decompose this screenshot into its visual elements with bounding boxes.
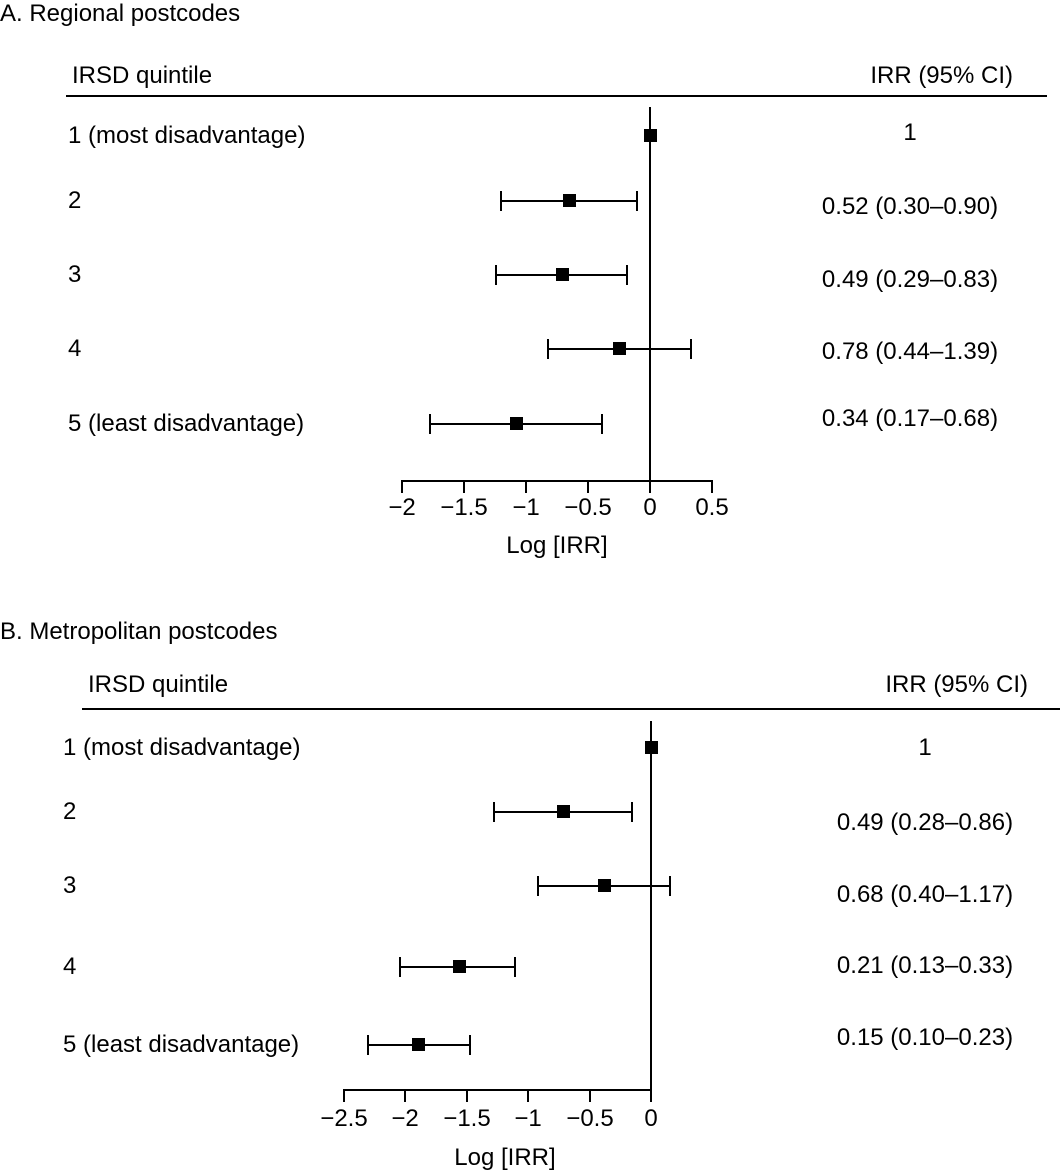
panel-b-x-axis-tick: [404, 1089, 406, 1102]
panel-b-point-estimate-marker: [645, 741, 658, 754]
panel-b-x-axis-tick: [527, 1089, 529, 1102]
panel-b-row-label: 1 (most disadvantage): [63, 734, 301, 761]
panel-b-x-axis-tick-label: −0.5: [566, 1105, 614, 1132]
panel-b-row-label: 2: [63, 798, 77, 825]
panel-b-point-estimate-marker: [598, 879, 611, 892]
panel-a-ci-cap-left: [500, 191, 502, 211]
panel-a-header-rule: [66, 95, 1047, 97]
panel-b-irr-value: 0.15 (0.10–0.23): [836, 1024, 1014, 1051]
panel-b-ci-cap-left: [367, 1035, 369, 1055]
panel-b-ci-cap-right: [669, 876, 671, 896]
panel-a-x-axis-tick-label: 0.5: [695, 494, 729, 521]
panel-a-zero-reference-line: [649, 107, 651, 480]
panel-b-zero-reference-line: [650, 721, 652, 1089]
panel-a-point-estimate-marker: [644, 129, 657, 142]
panel-b-x-axis-tick-label: −1: [514, 1105, 542, 1132]
panel-a-x-axis-line: [401, 480, 713, 482]
panel-b-x-axis-tick: [589, 1089, 591, 1102]
panel-a-x-axis-tick: [401, 480, 403, 493]
panel-b-x-axis-tick-label: 0: [644, 1105, 658, 1132]
panel-a-row-label: 1 (most disadvantage): [68, 122, 306, 149]
panel-a-irr-value: 0.49 (0.29–0.83): [821, 266, 999, 293]
panel-a-ci-cap-right: [626, 265, 628, 285]
panel-b-ci-cap-right: [469, 1035, 471, 1055]
panel-a-row-label: 2: [68, 187, 82, 214]
panel-b-x-axis-label: Log [IRR]: [454, 1144, 556, 1171]
panel-b-ci-cap-right: [631, 802, 633, 822]
panel-a-row-label: 5 (least disadvantage): [68, 410, 305, 437]
panel-b-irr-value: 1: [918, 734, 932, 761]
panel-a-point-estimate-marker: [556, 268, 569, 281]
panel-a-ci-cap-left: [429, 414, 431, 434]
panel-a-irr-value: 1: [903, 119, 917, 146]
panel-b-irr-value: 0.21 (0.13–0.33): [836, 952, 1014, 979]
panel-a-x-axis-tick: [525, 480, 527, 493]
panel-a-ci-cap-left: [547, 339, 549, 359]
panel-a-irr-value: 0.52 (0.30–0.90): [821, 193, 999, 220]
panel-a-x-axis-tick-label: −2: [388, 494, 416, 521]
panel-b-x-axis-tick: [650, 1089, 652, 1102]
panel-b-point-estimate-marker: [412, 1038, 425, 1051]
panel-a-x-axis-tick: [711, 480, 713, 493]
panel-a-ci-cap-right: [690, 339, 692, 359]
panel-b-title: B. Metropolitan postcodes: [0, 618, 278, 645]
panel-b-header-rule: [82, 708, 1060, 710]
panel-b-x-axis-tick: [466, 1089, 468, 1102]
panel-b-ci-cap-left: [537, 876, 539, 896]
panel-a-x-axis-tick: [649, 480, 651, 493]
panel-a-x-axis-label: Log [IRR]: [506, 532, 608, 559]
panel-b-row-label: 3: [63, 872, 77, 899]
panel-a-irr-value: 0.78 (0.44–1.39): [821, 338, 999, 365]
panel-a-x-axis-tick-label: −1.5: [440, 494, 488, 521]
panel-a-x-axis-tick: [463, 480, 465, 493]
panel-b-x-axis-tick-label: −2.5: [320, 1105, 368, 1132]
panel-a-irr-value: 0.34 (0.17–0.68): [821, 405, 999, 432]
panel-a-x-axis-tick-label: 0: [643, 494, 657, 521]
panel-a-x-axis-tick: [587, 480, 589, 493]
panel-b-row-label: 4: [63, 953, 77, 980]
panel-b-x-axis-tick-label: −2: [391, 1105, 419, 1132]
panel-b-irr-value: 0.49 (0.28–0.86): [836, 809, 1014, 836]
panel-b-point-estimate-marker: [557, 805, 570, 818]
panel-a-row-label: 4: [68, 335, 82, 362]
panel-a-ci-cap-left: [495, 265, 497, 285]
panel-b-point-estimate-marker: [453, 960, 466, 973]
panel-b-ci-cap-left: [399, 957, 401, 977]
panel-a-point-estimate-marker: [563, 194, 576, 207]
panel-b-row-label: 5 (least disadvantage): [63, 1031, 300, 1058]
panel-b-irr-value: 0.68 (0.40–1.17): [836, 881, 1014, 908]
panel-a-point-estimate-marker: [613, 342, 626, 355]
panel-b-ci-cap-right: [514, 957, 516, 977]
panel-b-right-column-header: IRR (95% CI): [885, 671, 1028, 698]
panel-a-ci-cap-right: [601, 414, 603, 434]
panel-b-ci-cap-left: [493, 802, 495, 822]
panel-a-x-axis-tick-label: −1: [512, 494, 540, 521]
panel-a-row-label: 3: [68, 261, 82, 288]
panel-b-x-axis-tick: [343, 1089, 345, 1102]
panel-a-x-axis-tick-label: −0.5: [564, 494, 612, 521]
panel-a-ci-cap-right: [636, 191, 638, 211]
panel-a-title: A. Regional postcodes: [0, 0, 241, 27]
panel-a-right-column-header: IRR (95% CI): [870, 62, 1013, 89]
panel-b-x-axis-line: [343, 1089, 652, 1091]
panel-a-point-estimate-marker: [510, 417, 523, 430]
panel-b-left-column-header: IRSD quintile: [88, 671, 229, 698]
panel-a-left-column-header: IRSD quintile: [72, 62, 213, 89]
panel-b-x-axis-tick-label: −1.5: [443, 1105, 491, 1132]
